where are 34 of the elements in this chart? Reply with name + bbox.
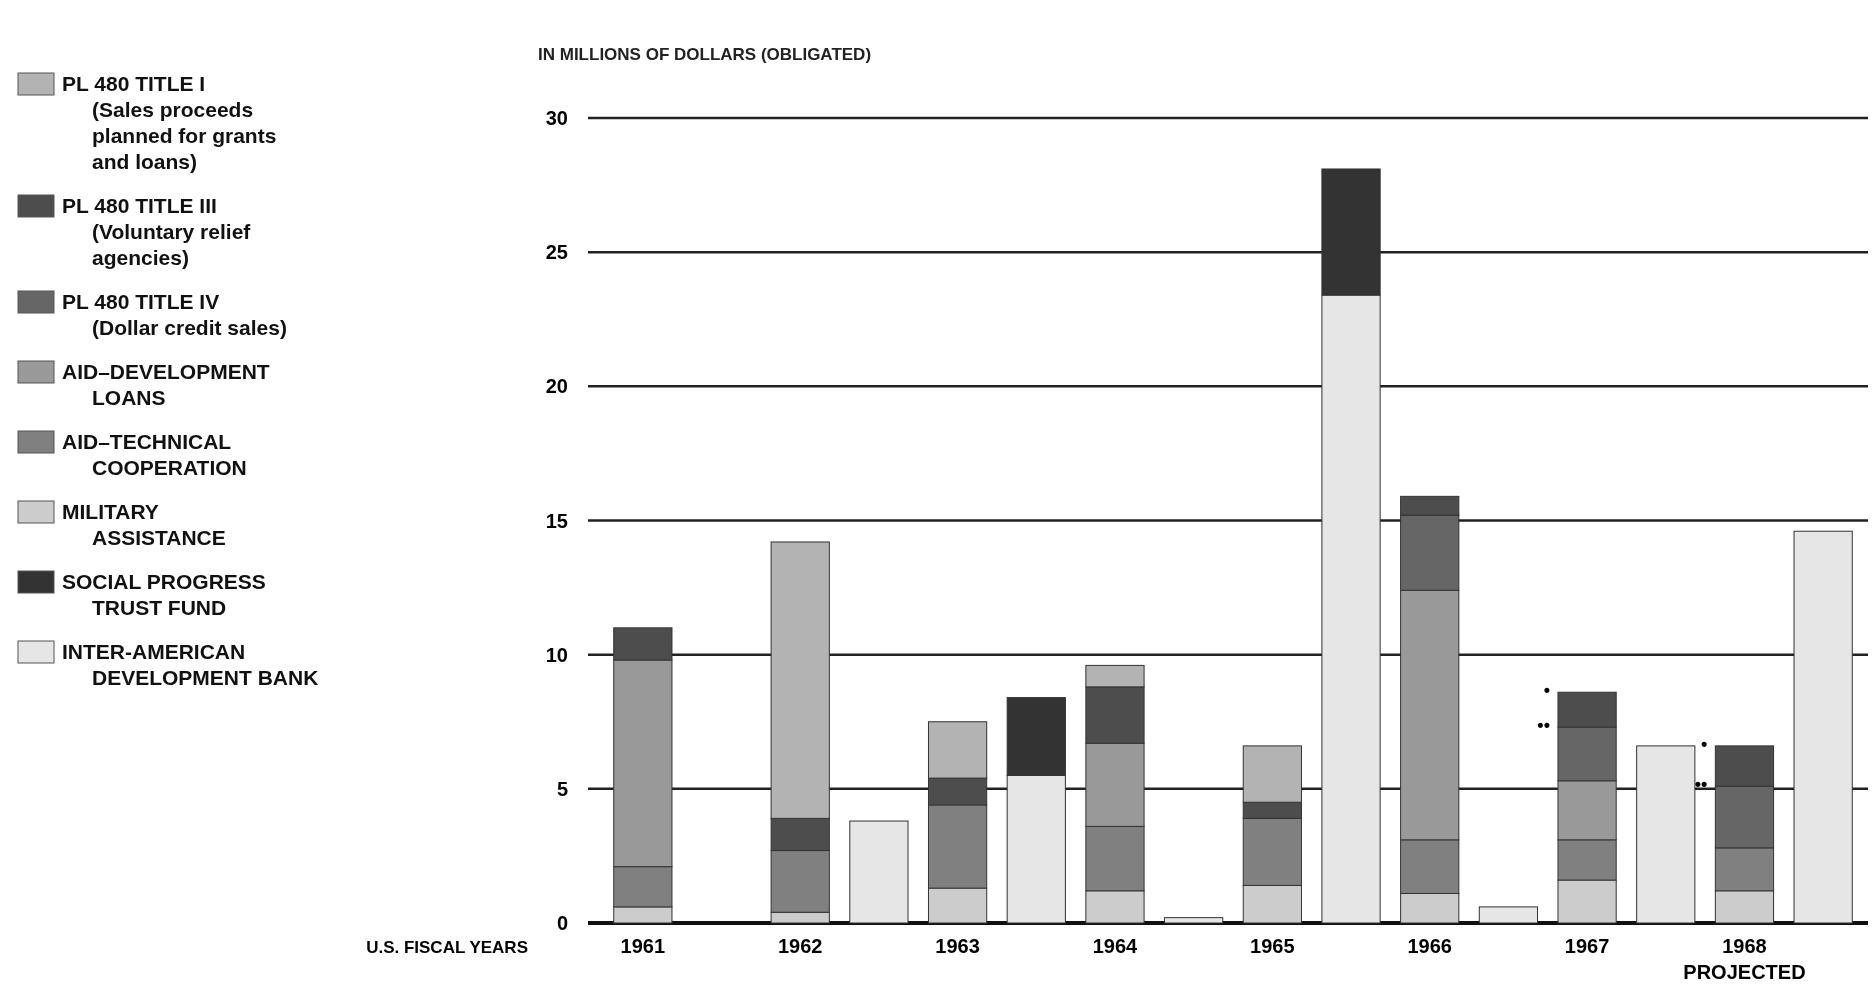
y-tick-label: 5 xyxy=(556,777,568,800)
bar xyxy=(1478,906,1539,924)
x-axis-title: U.S. FISCAL YEARS xyxy=(366,938,528,957)
x-tick-label: 1968 PROJECTED xyxy=(1683,935,1806,983)
y-tick-label: 15 xyxy=(545,509,568,532)
annotation: • xyxy=(1543,680,1550,701)
y-tick-label: 30 xyxy=(545,107,568,129)
y-axis-title: IN MILLIONS OF DOLLARS (OBLIGATED) xyxy=(538,45,872,64)
annotation: • xyxy=(1701,733,1708,754)
legend-label: INTER-AMERICAN DEVELOPMENT BANK xyxy=(62,640,319,689)
y-tick-label: 10 xyxy=(545,643,568,666)
legend-label: AID–DEVELOPMENT LOANS xyxy=(62,360,270,409)
legend-label: SOCIAL PROGRESS TRUST FUND xyxy=(62,570,266,619)
bar xyxy=(1793,530,1853,924)
y-tick-label: 20 xyxy=(545,375,568,398)
bar xyxy=(1164,917,1224,924)
annotation: •• xyxy=(1537,715,1550,736)
x-tick-label: 1965 xyxy=(1250,935,1295,957)
bar xyxy=(849,820,909,924)
legend-label: PL 480 TITLE III (Voluntary relief agencies) xyxy=(62,194,252,269)
legend-label: PL 480 TITLE I (Sales proceeds planned for grants and loans) xyxy=(62,72,277,173)
x-tick-label: 1961 xyxy=(620,935,666,957)
bar xyxy=(1636,745,1696,924)
x-tick-label: 1963 xyxy=(935,935,980,957)
y-tick-label: 0 xyxy=(556,912,568,934)
legend-label: AID–TECHNICAL COOPERATION xyxy=(62,430,247,479)
y-tick-label: 25 xyxy=(545,241,568,264)
annotation: •• xyxy=(1694,774,1708,795)
x-tick-label: 1966 xyxy=(1407,935,1452,957)
x-tick-label: 1962 xyxy=(777,935,823,957)
x-tick-label: 1964 xyxy=(1092,935,1139,957)
legend-label: MILITARY ASSISTANCE xyxy=(62,500,226,549)
legend-label: PL 480 TITLE IV (Dollar credit sales) xyxy=(62,290,287,339)
x-tick-label: 1967 xyxy=(1564,935,1610,957)
